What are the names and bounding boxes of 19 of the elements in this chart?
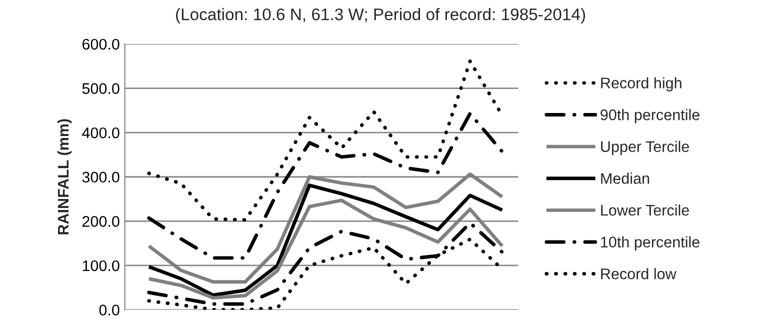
legend-label: Record high (601, 77, 682, 92)
y-axis-title: RAINFALL (mm) (57, 119, 72, 234)
legend-label: Upper Tercile (601, 140, 689, 156)
line-series (147, 221, 504, 306)
y-tick-label: 400.0 (82, 127, 120, 138)
legend-label: Lower Tercile (601, 204, 689, 216)
y-tick-label: 300.0 (82, 172, 120, 183)
y-tick-label: 100.0 (82, 260, 120, 272)
legend-label: 10th percentile (601, 236, 700, 251)
line-series (147, 184, 504, 297)
legend-label: Median (601, 172, 650, 184)
y-tick-label: 0.0 (99, 304, 120, 316)
legend-label: 90th percentile (600, 109, 700, 124)
y-tick-label: 600.0 (82, 38, 120, 50)
line-series (147, 112, 504, 260)
y-tick-label: 200.0 (82, 216, 120, 227)
y-tick-label: 500.0 (82, 83, 120, 94)
chart-title: (Location: 10.6 N, 61.3 W; Period of record: 1985-2014) (176, 8, 586, 24)
legend-label: Record low (601, 268, 676, 280)
